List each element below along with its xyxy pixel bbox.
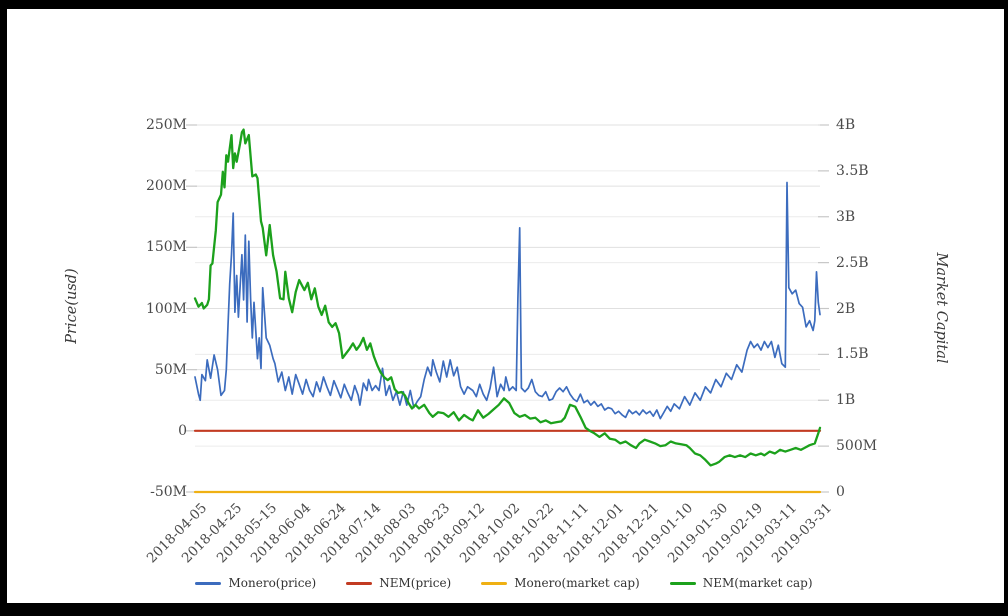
- left-axis-tick-label: 250M: [145, 117, 187, 133]
- legend-label: NEM(market cap): [702, 576, 813, 590]
- right-axis-tick-label: 1B: [836, 392, 856, 409]
- legend-item-nem-market-cap-: NEM(market cap): [669, 576, 813, 590]
- legend: Monero(price) NEM(price) Monero(market cap…: [0, 576, 1008, 590]
- left-axis-tick-label: 0: [178, 422, 187, 439]
- legend-swatch: [481, 581, 508, 585]
- right-axis-tick-label: 2B: [836, 300, 856, 317]
- right-axis-title: Market Capital: [933, 252, 949, 364]
- legend-item-monero-price-: Monero(price): [195, 576, 316, 590]
- legend-label: Monero(price): [228, 576, 317, 590]
- right-axis-tick-label: 4B: [836, 117, 856, 133]
- legend-item-monero-market-cap-: Monero(market cap): [481, 576, 640, 590]
- legend-swatch: [195, 581, 222, 585]
- left-axis-title: Price(usd): [64, 268, 80, 344]
- right-axis-tick-label: 2.5B: [836, 254, 869, 271]
- right-axis-tick-label: 3B: [836, 208, 856, 225]
- right-axis-tick-label: 3.5B: [836, 162, 869, 179]
- right-axis-tick-label: 0: [836, 484, 845, 500]
- legend-swatch: [346, 581, 373, 585]
- chart-background: [7, 9, 1004, 603]
- series-line-nem-market-cap-: [193, 128, 822, 467]
- left-axis-tick-label: -50M: [150, 484, 187, 500]
- legend-item-nem-price-: NEM(price): [346, 576, 451, 590]
- legend-swatch: [669, 581, 696, 585]
- left-axis-tick-label: 150M: [145, 239, 187, 256]
- right-axis-tick-label: 1.5B: [836, 346, 869, 363]
- legend-label: NEM(price): [379, 576, 452, 590]
- legend-label: Monero(market cap): [514, 576, 640, 590]
- right-axis-tick-label: 500M: [836, 438, 878, 455]
- left-axis-tick-label: 200M: [145, 178, 187, 195]
- left-axis-tick-label: 50M: [154, 361, 187, 378]
- left-axis-tick-label: 100M: [145, 300, 187, 317]
- series-line-monero-price-: [194, 181, 821, 420]
